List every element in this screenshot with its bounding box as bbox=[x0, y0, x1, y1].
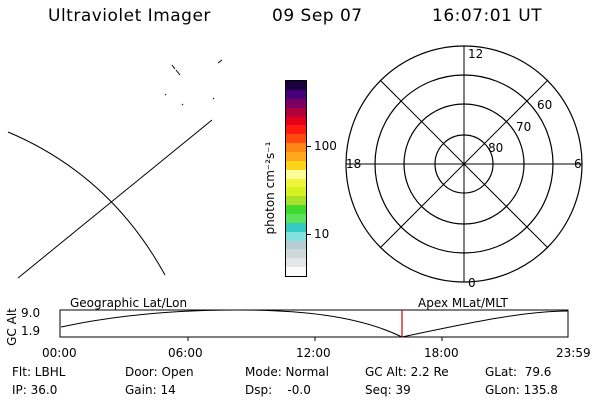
status-gc-alt: GC Alt: 2.2 Re bbox=[365, 365, 449, 379]
instrument-title: Ultraviolet Imager bbox=[48, 6, 211, 26]
status-flt: Flt: LBHL bbox=[12, 365, 66, 379]
lat-label-80: 80 bbox=[488, 141, 503, 155]
date-label: 09 Sep 07 bbox=[272, 6, 363, 26]
longitude-line bbox=[17, 119, 213, 279]
timeline-left-title: Geographic Lat/Lon bbox=[70, 296, 188, 310]
status-ip: IP: 36.0 bbox=[12, 383, 58, 397]
time-label: 16:07:01 UT bbox=[432, 6, 543, 26]
timeline-tick-label-1800: 18:00 bbox=[424, 346, 459, 360]
colorbar-swatch bbox=[286, 240, 306, 250]
colorbar-swatch bbox=[286, 89, 306, 99]
colorbar-swatch bbox=[286, 160, 306, 170]
colorbar-swatch bbox=[286, 213, 306, 223]
colorbar-swatch bbox=[286, 151, 306, 161]
status-seq: Seq: 39 bbox=[365, 383, 411, 397]
colorbar-swatch bbox=[286, 116, 306, 126]
mlt-label-6: 6 bbox=[574, 157, 582, 171]
colorbar-swatch bbox=[286, 143, 306, 152]
status-door: Door: Open bbox=[125, 365, 194, 379]
colorbar-swatch bbox=[286, 81, 306, 90]
colorbar-swatch bbox=[286, 178, 306, 188]
timeline-tick-label-0000: 00:00 bbox=[42, 346, 77, 360]
status-glat: GLat: 79.6 bbox=[485, 365, 552, 379]
colorbar-swatch bbox=[286, 134, 306, 144]
colorbar bbox=[285, 80, 307, 277]
colorbar-swatch bbox=[286, 98, 306, 108]
altitude-curve bbox=[60, 309, 569, 338]
status-mode: Mode: Normal bbox=[245, 365, 329, 379]
timeline-tick-label-2359: 23:59 bbox=[556, 346, 591, 360]
colorbar-swatch bbox=[286, 222, 306, 232]
mlt-label-12: 12 bbox=[468, 47, 483, 61]
colorbar-swatch bbox=[286, 196, 306, 206]
timeline-tick-label-0600: 06:00 bbox=[168, 346, 203, 360]
mlt-label-0: 0 bbox=[468, 276, 476, 288]
colorbar-label-10: 10 bbox=[314, 227, 330, 241]
colorbar-tick-10 bbox=[306, 234, 311, 235]
lat-label-70: 70 bbox=[516, 120, 531, 134]
status-dsp: Dsp: -0.0 bbox=[245, 383, 311, 397]
colorbar-swatch bbox=[286, 107, 306, 117]
colorbar-swatch bbox=[286, 205, 306, 214]
geographic-grid-panel bbox=[7, 59, 223, 279]
colorbar-swatch bbox=[286, 258, 306, 268]
colorbar-label-100: 100 bbox=[314, 139, 337, 153]
colorbar-swatch bbox=[286, 125, 306, 135]
colorbar-unit-label: photon cm⁻²s⁻¹ bbox=[263, 141, 277, 235]
timeline-y-axis-label: GC Alt bbox=[5, 308, 19, 346]
timeline-frame bbox=[59, 309, 569, 338]
latitude-arc bbox=[7, 131, 166, 276]
polar-diagonal-2 bbox=[379, 79, 549, 249]
colorbar-swatch bbox=[286, 267, 306, 276]
timeline-tick-label-1200: 12:00 bbox=[296, 346, 331, 360]
lat-label-60: 60 bbox=[537, 98, 552, 112]
colorbar-swatch bbox=[286, 249, 306, 259]
image-speckles bbox=[164, 59, 223, 106]
timeline-y-min: 1.9 bbox=[21, 324, 41, 338]
mlt-label-18: 18 bbox=[346, 157, 361, 171]
status-gain: Gain: 14 bbox=[125, 383, 176, 397]
timeline-y-max: 9.0 bbox=[21, 306, 41, 320]
colorbar-swatch bbox=[286, 231, 306, 241]
polar-plot: 12 18 6 0 60 70 80 bbox=[345, 45, 583, 288]
altitude-timeline bbox=[59, 309, 569, 341]
colorbar-swatch bbox=[286, 187, 306, 197]
colorbar-tick-100 bbox=[306, 146, 311, 147]
colorbar-swatch bbox=[286, 169, 306, 179]
status-glon: GLon: 135.8 bbox=[485, 383, 558, 397]
timeline-right-title: Apex MLat/MLT bbox=[418, 296, 508, 310]
